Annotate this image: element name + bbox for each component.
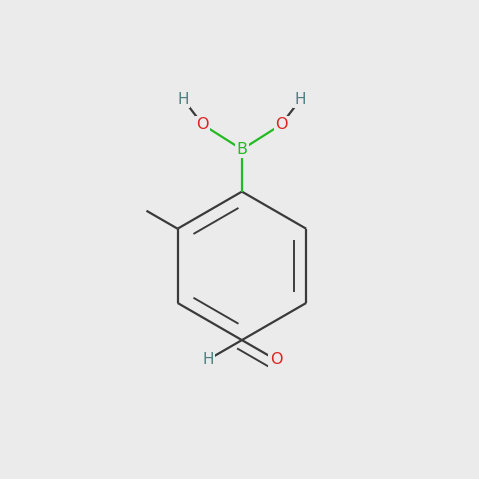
Text: O: O [196, 117, 209, 132]
Text: H: H [295, 92, 306, 107]
Text: H: H [202, 352, 214, 367]
Text: O: O [270, 352, 282, 367]
Text: O: O [275, 117, 287, 132]
Text: H: H [178, 92, 189, 107]
Text: B: B [237, 142, 247, 157]
